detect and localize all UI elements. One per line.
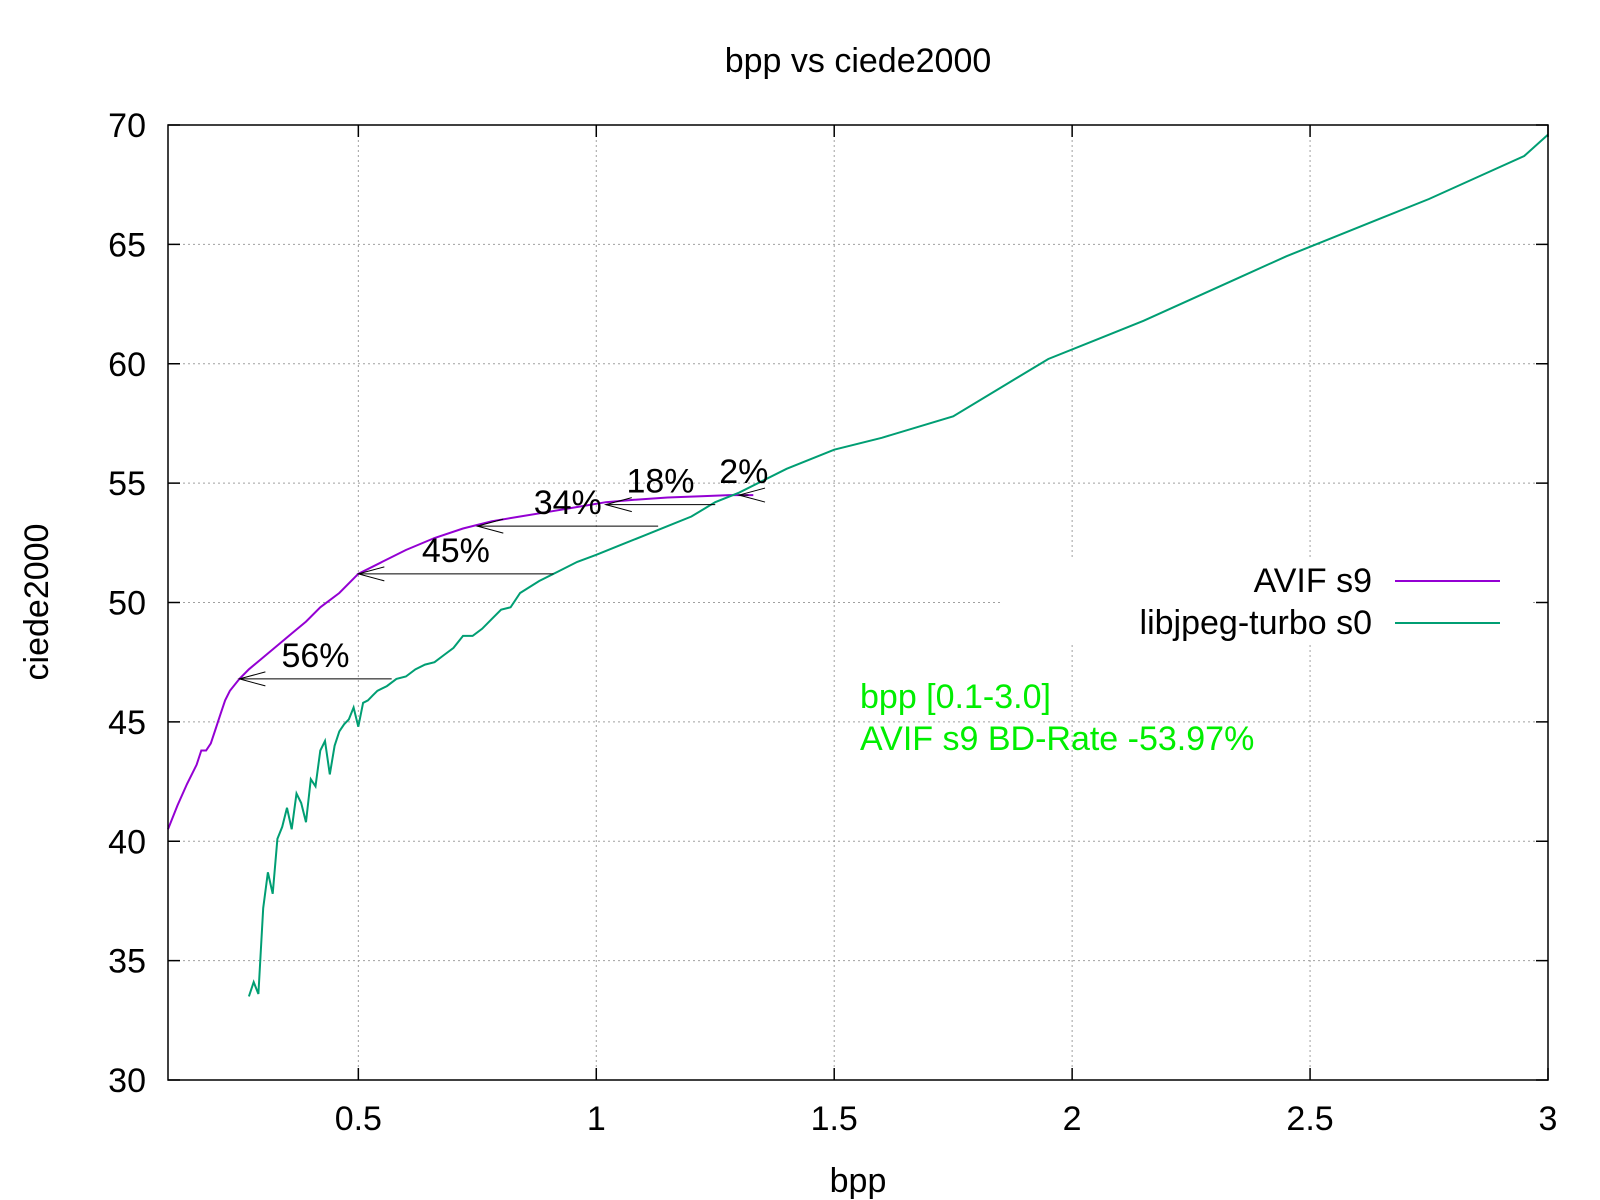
annotation-label: 56% — [281, 637, 349, 675]
x-axis-label: bpp — [830, 1162, 887, 1200]
annotation-arrowhead — [356, 566, 385, 582]
x-tick-label: 1 — [587, 1100, 606, 1138]
annotation-arrowhead — [237, 671, 266, 687]
y-tick-label: 40 — [108, 823, 146, 861]
y-tick-label: 35 — [108, 943, 146, 981]
y-tick-label: 50 — [108, 585, 146, 623]
annotation-label: 34% — [534, 484, 602, 522]
y-tick-label: 45 — [108, 704, 146, 742]
series-line-1 — [247, 133, 1549, 997]
annotation-label: 2% — [719, 453, 768, 491]
y-tick-label: 65 — [108, 226, 146, 264]
legend: AVIF s9 libjpeg-turbo s0 — [1000, 560, 1530, 642]
legend-label-avif: AVIF s9 — [1254, 562, 1372, 600]
ticks: 0.5 1 1.5 2 2.5 3 30 35 40 45 50 55 60 65 70 — [108, 107, 1557, 1138]
annotation-label: 45% — [422, 532, 490, 570]
x-tick-label: 2.5 — [1286, 1100, 1333, 1138]
annotation-arrowhead — [737, 487, 766, 503]
annotation-arrowhead — [475, 518, 504, 534]
x-tick-label: 0.5 — [335, 1100, 382, 1138]
annotation-layer: 56% 45% 34% 18% 2% — [237, 453, 768, 687]
y-tick-label: 30 — [108, 1062, 146, 1100]
chart-title: bpp vs ciede2000 — [725, 42, 992, 80]
info-range-text: bpp [0.1-3.0] — [860, 678, 1051, 716]
legend-label-jpeg: libjpeg-turbo s0 — [1140, 604, 1372, 642]
y-axis-label: ciede2000 — [18, 524, 56, 681]
series-layer — [167, 133, 1549, 997]
info-bdrate-text: AVIF s9 BD-Rate -53.97% — [860, 720, 1254, 758]
y-tick-label: 60 — [108, 346, 146, 384]
annotation-arrowhead — [603, 497, 632, 513]
x-tick-label: 2 — [1063, 1100, 1082, 1138]
info-box: bpp [0.1-3.0] AVIF s9 BD-Rate -53.97% — [860, 678, 1254, 758]
annotation-label: 18% — [626, 463, 694, 501]
x-tick-label: 3 — [1539, 1100, 1558, 1138]
series-line-0 — [167, 494, 754, 830]
y-tick-label: 70 — [108, 107, 146, 145]
y-tick-label: 55 — [108, 465, 146, 503]
x-tick-label: 1.5 — [811, 1100, 858, 1138]
legend-background — [1000, 560, 1530, 642]
